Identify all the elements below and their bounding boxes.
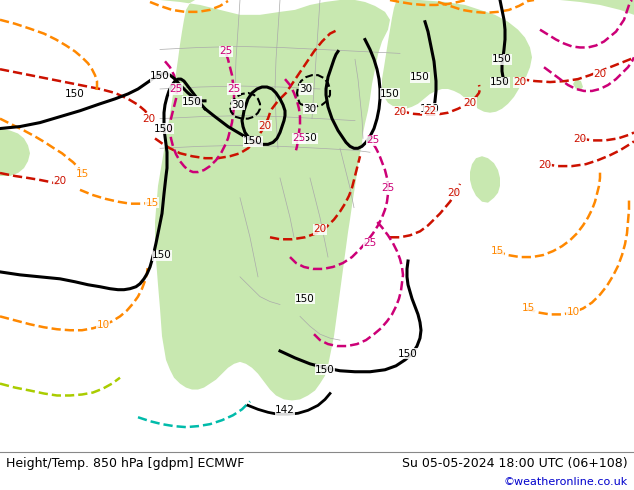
Text: 150: 150 bbox=[182, 97, 202, 107]
Text: 150: 150 bbox=[492, 54, 512, 64]
Text: 20: 20 bbox=[394, 107, 406, 117]
Text: 30: 30 bbox=[299, 84, 313, 94]
Text: 25: 25 bbox=[366, 135, 380, 146]
Text: 15: 15 bbox=[145, 197, 158, 208]
Text: 15: 15 bbox=[75, 169, 89, 179]
Text: Height/Temp. 850 hPa [gdpm] ECMWF: Height/Temp. 850 hPa [gdpm] ECMWF bbox=[6, 458, 244, 470]
Text: 150: 150 bbox=[380, 89, 400, 99]
Text: 25: 25 bbox=[292, 133, 306, 144]
Text: 150: 150 bbox=[65, 89, 85, 99]
Text: 150: 150 bbox=[154, 123, 174, 134]
Polygon shape bbox=[382, 0, 532, 113]
Text: 20: 20 bbox=[463, 98, 477, 108]
Text: 150: 150 bbox=[420, 104, 440, 114]
Text: 150: 150 bbox=[152, 250, 172, 260]
Polygon shape bbox=[540, 0, 634, 15]
Text: 30: 30 bbox=[304, 104, 316, 114]
Text: 20: 20 bbox=[538, 160, 552, 170]
Text: 25: 25 bbox=[219, 47, 233, 56]
Text: 25: 25 bbox=[228, 84, 241, 94]
Text: 20: 20 bbox=[259, 121, 271, 130]
Polygon shape bbox=[590, 0, 634, 8]
Polygon shape bbox=[0, 128, 30, 176]
Text: ©weatheronline.co.uk: ©weatheronline.co.uk bbox=[504, 477, 628, 487]
Text: 150: 150 bbox=[295, 294, 315, 304]
Text: 20: 20 bbox=[143, 114, 155, 123]
Text: 150: 150 bbox=[410, 72, 430, 82]
Text: 20: 20 bbox=[53, 176, 67, 186]
Text: 150: 150 bbox=[243, 136, 263, 147]
Polygon shape bbox=[155, 0, 390, 400]
Text: 15: 15 bbox=[490, 246, 503, 256]
Text: 20: 20 bbox=[593, 69, 607, 79]
Polygon shape bbox=[470, 156, 500, 203]
Text: 150: 150 bbox=[150, 71, 170, 81]
Text: 10: 10 bbox=[96, 320, 110, 330]
Text: 150: 150 bbox=[298, 133, 318, 144]
Text: 150: 150 bbox=[490, 77, 510, 87]
Polygon shape bbox=[573, 79, 583, 91]
Text: 25: 25 bbox=[382, 183, 394, 193]
Text: 20: 20 bbox=[448, 188, 460, 198]
Text: 30: 30 bbox=[231, 100, 245, 110]
Text: 150: 150 bbox=[398, 349, 418, 359]
Text: 20: 20 bbox=[514, 77, 527, 87]
Text: 25: 25 bbox=[363, 238, 377, 248]
Text: 25: 25 bbox=[169, 84, 183, 94]
Text: 22: 22 bbox=[424, 106, 437, 116]
Text: 150: 150 bbox=[315, 365, 335, 375]
Text: 20: 20 bbox=[313, 224, 327, 234]
Text: 142: 142 bbox=[275, 405, 295, 416]
Text: 10: 10 bbox=[566, 307, 579, 318]
Text: 15: 15 bbox=[521, 303, 534, 314]
Text: 20: 20 bbox=[573, 134, 586, 145]
Text: Su 05-05-2024 18:00 UTC (06+108): Su 05-05-2024 18:00 UTC (06+108) bbox=[403, 458, 628, 470]
